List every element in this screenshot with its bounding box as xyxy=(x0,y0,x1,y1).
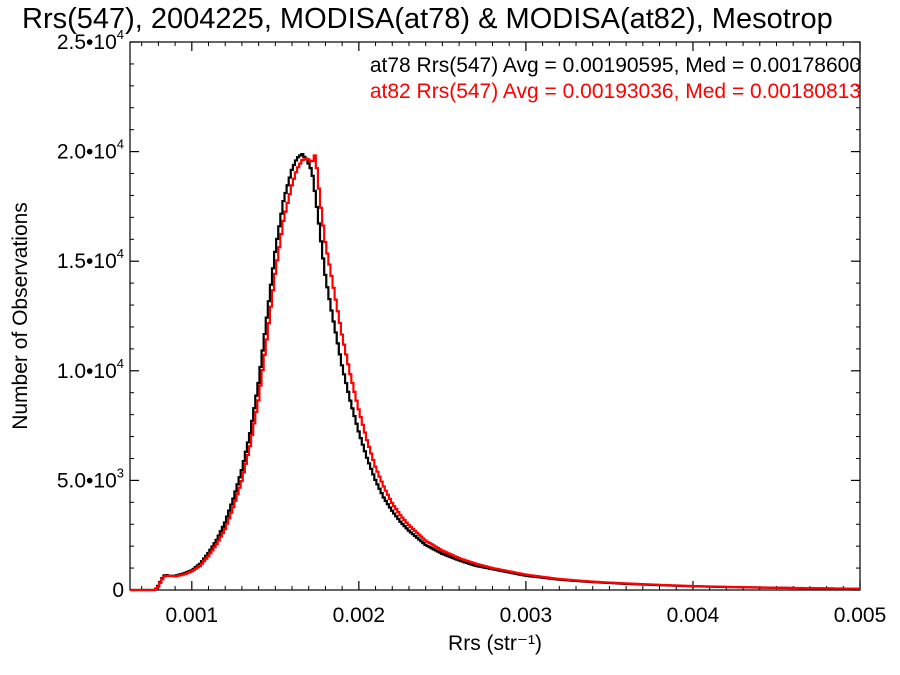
y-tick-label: 0 xyxy=(112,579,124,602)
x-tick-label: 0.004 xyxy=(667,604,720,627)
y-tick-label: 2.5•104 xyxy=(57,27,124,54)
series-line-at78 xyxy=(130,152,860,592)
x-axis-label: Rrs (str⁻¹) xyxy=(448,632,542,655)
y-tick-label: 5.0•103 xyxy=(57,465,124,492)
y-tick-label-exponent: 4 xyxy=(117,246,124,261)
legend-entry-at78: at78 Rrs(547) Avg = 0.00190595, Med = 0.… xyxy=(370,54,861,77)
y-tick-label-exponent: 4 xyxy=(117,356,124,371)
y-tick-label-exponent: 4 xyxy=(117,137,124,152)
y-tick-label: 2.0•104 xyxy=(57,137,124,164)
y-tick-label-mantissa: 1.0•10 xyxy=(57,360,117,383)
x-axis: 0.001 0.002 0.003 0.004 0.005 xyxy=(141,42,887,627)
x-tick-label: 0.001 xyxy=(166,604,219,627)
plot-frame xyxy=(129,41,861,591)
y-tick-label-mantissa: 5.0•10 xyxy=(57,469,117,492)
legend-entry-at82: at82 Rrs(547) Avg = 0.00193036, Med = 0.… xyxy=(370,80,861,103)
y-tick-label-mantissa: 1.5•10 xyxy=(57,250,117,273)
y-axis-label: Number of Observations xyxy=(9,202,32,430)
y-tick-label: 1.0•104 xyxy=(57,356,124,383)
y-tick-label-exponent: 3 xyxy=(117,465,124,480)
y-tick-label-exponent: 4 xyxy=(117,27,124,42)
y-tick-label: 1.5•104 xyxy=(57,246,124,273)
y-tick-label-mantissa: 2.0•10 xyxy=(57,141,117,164)
x-tick-label: 0.003 xyxy=(500,604,553,627)
series-line-at82 xyxy=(130,154,860,592)
y-tick-label-mantissa: 2.5•10 xyxy=(57,31,117,54)
y-tick-label-mantissa: 0 xyxy=(112,579,124,602)
x-tick-label: 0.005 xyxy=(834,604,887,627)
series-layer xyxy=(130,152,860,592)
chart-title: Rrs(547), 2004225, MODISA(at78) & MODISA… xyxy=(22,3,833,35)
x-tick-label: 0.002 xyxy=(333,604,386,627)
